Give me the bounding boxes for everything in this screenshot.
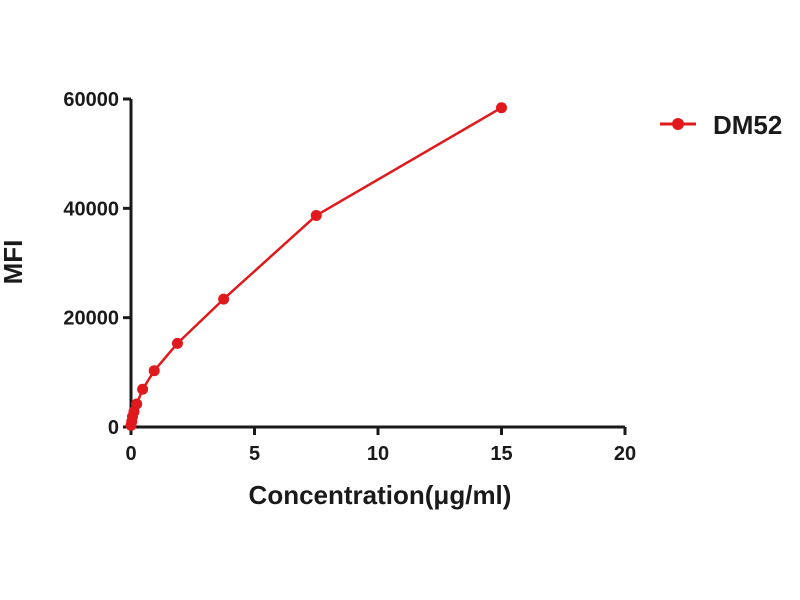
legend: DM52: [660, 110, 782, 140]
x-axis-title: Concentration(μg/ml): [249, 480, 512, 510]
y-axis-title: MFI: [0, 240, 28, 285]
axes: 0 20000 40000 60000 0 5 10 15 20: [63, 89, 636, 465]
data-point: [131, 398, 143, 410]
data-point: [496, 102, 507, 114]
y-tick-label: 0: [108, 417, 119, 439]
y-tick-label: 20000: [63, 308, 119, 330]
data-point: [218, 293, 230, 305]
data-point: [148, 365, 160, 377]
y-tick-label: 60000: [63, 89, 119, 111]
x-tick-label: 20: [614, 443, 636, 465]
x-tick-label: 5: [249, 443, 260, 465]
series-line: [129, 106, 503, 426]
y-tick-label: 40000: [63, 198, 119, 220]
legend-label: DM52: [713, 110, 782, 140]
data-point: [310, 209, 322, 221]
x-tick-label: 0: [125, 443, 136, 465]
x-tick-label: 10: [367, 443, 389, 465]
legend-marker: [672, 118, 684, 130]
data-point: [137, 383, 149, 395]
x-tick-label: 15: [490, 443, 512, 465]
series-layer: [125, 102, 507, 431]
data-point: [171, 337, 183, 349]
